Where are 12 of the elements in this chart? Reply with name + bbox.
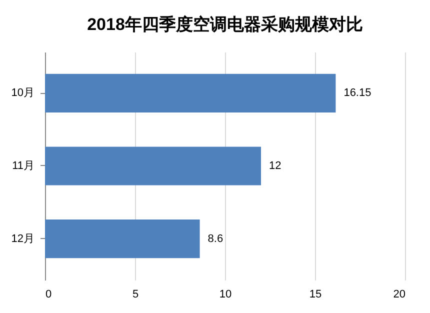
x-tick-label: 10 xyxy=(219,288,232,300)
x-tick-label: 0 xyxy=(46,288,52,300)
x-tick-label: 5 xyxy=(132,288,139,300)
x-tick-label: 15 xyxy=(309,288,322,300)
y-tick-label: 11月 xyxy=(12,160,34,172)
x-tick-label: 20 xyxy=(393,288,406,300)
y-tick-label: 12月 xyxy=(11,232,34,245)
data-label: 8.6 xyxy=(208,232,224,245)
chart-title: 2018年四季度空调电器采购规模对比 xyxy=(87,15,363,34)
data-label: 16.15 xyxy=(344,87,372,100)
data-label: 12 xyxy=(269,160,282,172)
y-tick-label: 10月 xyxy=(11,87,34,100)
